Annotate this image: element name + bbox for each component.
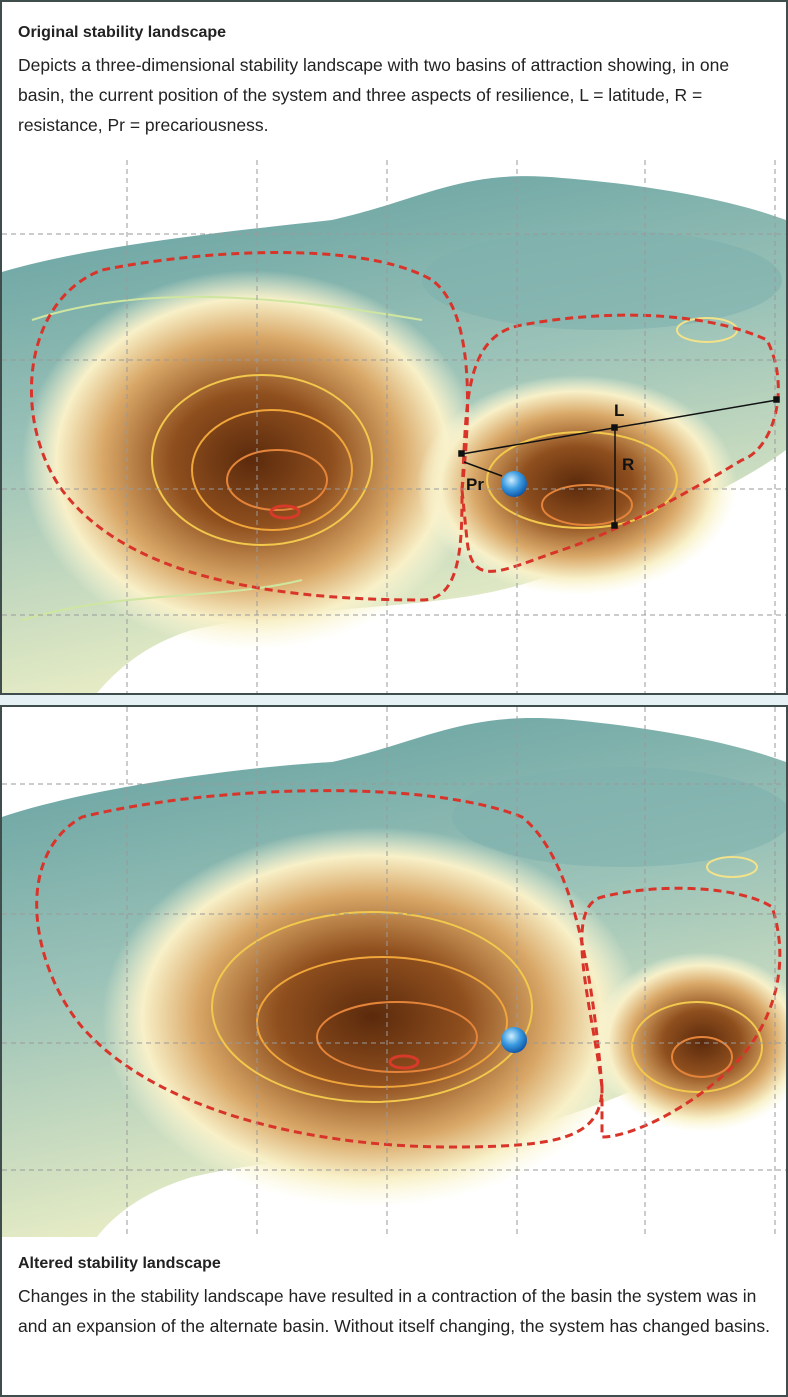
panel-title: Original stability landscape <box>18 24 226 42</box>
landscape-original: L R Pr <box>2 160 786 693</box>
precariousness-label: Pr <box>466 475 484 494</box>
resistance-label: R <box>622 455 634 474</box>
panel-title: Altered stability landscape <box>18 1255 221 1273</box>
bottom-panel: Altered stability landscape Changes in t… <box>0 705 788 1397</box>
top-panel: Original stability landscape Depicts a t… <box>0 0 788 695</box>
system-ball <box>501 1027 527 1053</box>
system-ball <box>501 471 527 497</box>
panel-description: Depicts a three-dimensional stability la… <box>18 50 778 140</box>
latitude-label: L <box>614 401 624 420</box>
landscape-altered <box>2 707 786 1237</box>
panel-description: Changes in the stability landscape have … <box>18 1281 778 1341</box>
page: Original stability landscape Depicts a t… <box>0 0 788 1397</box>
